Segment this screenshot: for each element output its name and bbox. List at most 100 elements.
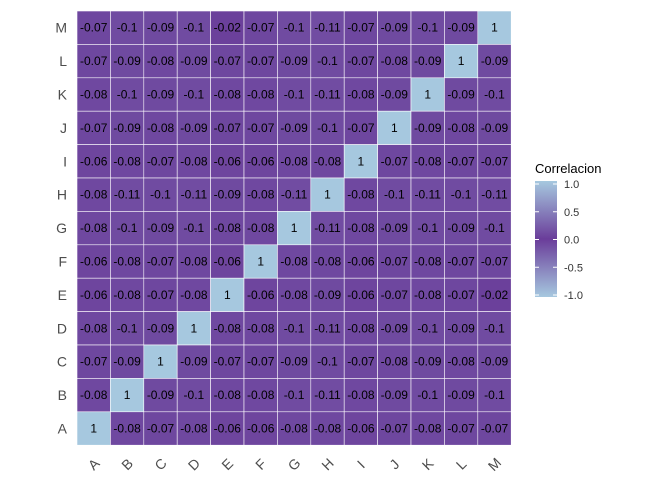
legend-tick-label-1.0: 1.0 <box>564 179 579 191</box>
heatmap-cell-D-I <box>176 144 211 179</box>
cell-value-K-G: -0.1 <box>417 221 438 235</box>
x-tick-label-C: C <box>151 455 169 473</box>
cell-value-D-C: -0.09 <box>180 355 208 369</box>
cell-value-M-H: -0.11 <box>481 188 508 202</box>
cell-value-H-A: -0.08 <box>314 422 342 436</box>
cell-value-C-I: -0.07 <box>147 154 175 168</box>
heatmap-cell-L-J <box>444 110 479 145</box>
cell-value-F-C: -0.07 <box>247 355 275 369</box>
cell-value-B-C: -0.09 <box>113 355 141 369</box>
heatmap-cell-A-E <box>76 277 111 312</box>
heatmap-cell-M-C <box>477 344 512 379</box>
cell-value-C-K: -0.09 <box>147 88 175 102</box>
heatmap-cell-F-M <box>243 10 278 45</box>
cell-value-K-E: -0.08 <box>414 288 442 302</box>
heatmap-cell-H-M <box>310 10 345 45</box>
heatmap-cell-J-M <box>377 10 412 45</box>
cell-value-D-A: -0.08 <box>180 422 208 436</box>
cell-value-D-B: -0.1 <box>184 388 205 402</box>
y-axis-tick-labels: M L K J I H G F E D C B A <box>55 20 67 437</box>
heatmap-cell-I-C <box>343 344 378 379</box>
legend-ticks: 1.0 0.5 0.0 -0.5 -1.0 <box>535 179 583 302</box>
heatmap-cell-E-K <box>210 77 245 112</box>
cell-value-A-F: -0.06 <box>80 255 108 269</box>
heatmap-cell-B-B <box>110 378 145 413</box>
y-tick-label-E: E <box>58 287 67 303</box>
heatmap-cell-B-H <box>110 177 145 212</box>
cell-value-K-B: -0.1 <box>417 388 438 402</box>
heatmap-cell-K-J <box>410 110 445 145</box>
heatmap-cell-D-J <box>176 110 211 145</box>
heatmap-cell-C-F <box>143 244 178 279</box>
cell-value-H-I: -0.08 <box>314 154 342 168</box>
cell-value-I-J: -0.07 <box>347 121 375 135</box>
heatmap-cell-E-H <box>210 177 245 212</box>
x-tick-label-B: B <box>118 455 136 473</box>
cell-value-I-L: -0.07 <box>347 54 375 68</box>
cell-value-M-B: -0.1 <box>484 388 505 402</box>
cell-value-J-K: -0.09 <box>381 88 409 102</box>
cell-value-L-K: -0.09 <box>447 88 475 102</box>
cell-value-J-H: -0.1 <box>384 188 405 202</box>
cell-value-B-B: 1 <box>124 388 131 402</box>
cell-value-D-E: -0.08 <box>180 288 208 302</box>
cell-value-G-G: 1 <box>291 221 298 235</box>
heatmap-cell-I-E <box>343 277 378 312</box>
heatmap-cell-M-F <box>477 244 512 279</box>
heatmap-cell-H-E <box>310 277 345 312</box>
heatmap-cell-I-F <box>343 244 378 279</box>
heatmap-cell-E-A <box>210 411 245 446</box>
heatmap-cell-F-G <box>243 211 278 246</box>
cell-value-E-J: -0.07 <box>214 121 242 135</box>
heatmap-cell-H-H <box>310 177 345 212</box>
y-tick-label-D: D <box>57 320 67 336</box>
heatmap-cell-L-D <box>444 311 479 346</box>
y-tick-label-G: G <box>56 220 67 236</box>
cell-value-C-C: 1 <box>157 355 164 369</box>
x-tick-label-H: H <box>318 455 336 473</box>
y-tick-label-K: K <box>58 87 68 103</box>
heatmap-cell-B-C <box>110 344 145 379</box>
cell-value-M-L: -0.09 <box>481 54 509 68</box>
cell-value-M-A: -0.07 <box>481 422 509 436</box>
cell-value-K-H: -0.11 <box>414 188 441 202</box>
cell-value-D-L: -0.09 <box>180 54 208 68</box>
x-tick-label-D: D <box>185 455 203 473</box>
heatmap-cell-D-G <box>176 211 211 246</box>
cell-value-J-M: -0.09 <box>381 21 409 35</box>
cell-value-K-K: 1 <box>424 88 431 102</box>
heatmap-cell-A-H <box>76 177 111 212</box>
legend-tick-label-0.5: 0.5 <box>564 207 579 219</box>
heatmap-cell-E-G <box>210 211 245 246</box>
heatmap-cell-B-I <box>110 144 145 179</box>
cell-value-C-A: -0.07 <box>147 422 175 436</box>
cell-value-C-D: -0.09 <box>147 321 175 335</box>
cell-value-I-K: -0.08 <box>347 88 375 102</box>
cell-value-D-K: -0.1 <box>184 88 205 102</box>
cell-value-G-L: -0.09 <box>280 54 308 68</box>
y-tick-label-C: C <box>57 354 67 370</box>
heatmap-cell-A-K <box>76 77 111 112</box>
cell-value-B-M: -0.1 <box>117 21 138 35</box>
cell-value-A-B: -0.08 <box>80 388 108 402</box>
cell-value-A-K: -0.08 <box>80 88 108 102</box>
heatmap-cell-C-L <box>143 44 178 79</box>
cell-value-H-F: -0.08 <box>314 255 342 269</box>
cell-value-G-C: -0.09 <box>280 355 308 369</box>
heatmap-cell-C-E <box>143 277 178 312</box>
legend-title: Correlacion <box>535 161 601 176</box>
cell-value-J-A: -0.07 <box>381 422 409 436</box>
cell-value-G-J: -0.09 <box>280 121 308 135</box>
heatmap-cell-G-B <box>277 378 312 413</box>
cell-value-K-F: -0.08 <box>414 255 442 269</box>
heatmap-cell-D-A <box>176 411 211 446</box>
cell-value-E-D: -0.08 <box>214 321 242 335</box>
heatmap-cell-A-G <box>76 211 111 246</box>
heatmap-cell-F-F <box>243 244 278 279</box>
heatmap-cell-F-B <box>243 378 278 413</box>
x-tick-label-F: F <box>252 456 269 473</box>
heatmap-cell-B-M <box>110 10 145 45</box>
heatmap-cell-L-M <box>444 10 479 45</box>
cell-value-F-I: -0.06 <box>247 154 275 168</box>
heatmap-cell-B-D <box>110 311 145 346</box>
